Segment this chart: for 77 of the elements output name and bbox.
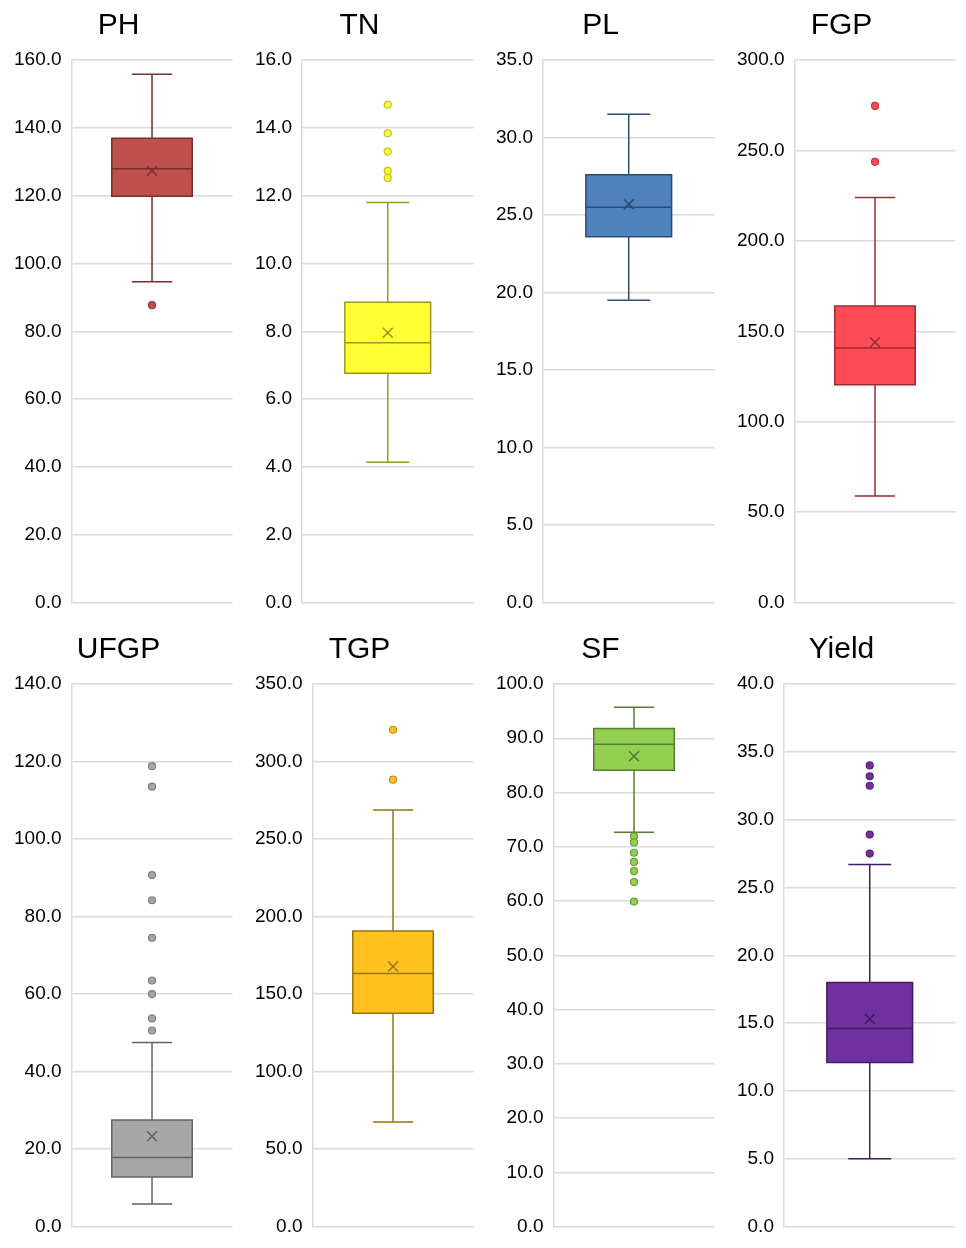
y-tick-label: 50.0	[265, 1137, 303, 1159]
y-tick-label: 14.0	[255, 116, 292, 138]
y-tick-label: 10.0	[737, 1079, 774, 1101]
chart-title: TGP	[328, 631, 391, 665]
y-tick-label: 20.0	[737, 943, 774, 965]
y-tick-label: 15.0	[496, 358, 533, 380]
y-tick-label: 100.0	[496, 672, 544, 694]
y-tick-label: 0.0	[276, 1214, 303, 1236]
chart-title: FGP	[810, 7, 873, 41]
y-tick-label: 150.0	[737, 319, 785, 341]
y-tick-label: 140.0	[14, 672, 62, 694]
y-tick-label: 120.0	[14, 749, 62, 771]
y-tick-label: 20.0	[24, 1137, 62, 1159]
y-tick-label: 0.0	[758, 590, 785, 612]
chart-title: Yield	[808, 631, 875, 665]
y-tick-label: 50.0	[506, 943, 544, 965]
y-tick-label: 20.0	[506, 1106, 544, 1128]
y-tick-label: 200.0	[737, 229, 785, 251]
y-tick-label: 25.0	[496, 203, 533, 225]
y-tick-label: 350.0	[255, 672, 303, 694]
y-tick-label: 250.0	[255, 827, 303, 849]
y-tick-label: 15.0	[737, 1011, 774, 1033]
y-tick-label: 40.0	[24, 1059, 62, 1081]
y-tick-label: 10.0	[506, 1160, 544, 1182]
y-tick-label: 90.0	[506, 726, 544, 748]
y-tick-label: 30.0	[506, 1052, 544, 1074]
y-tick-label: 0.0	[35, 1214, 62, 1236]
y-tick-label: 250.0	[737, 138, 785, 160]
y-tick-label: 60.0	[506, 889, 544, 911]
chart-title: TN	[339, 7, 380, 41]
y-tick-label: 0.0	[517, 1214, 544, 1236]
y-tick-label: 80.0	[24, 904, 62, 926]
y-tick-label: 35.0	[496, 48, 533, 70]
y-tick-label: 150.0	[255, 982, 303, 1004]
y-tick-label: 10.0	[255, 251, 292, 273]
y-tick-label: 50.0	[747, 500, 785, 522]
y-tick-label: 0.0	[506, 590, 533, 612]
y-tick-label: 12.0	[255, 183, 292, 205]
y-tick-label: 40.0	[737, 672, 774, 694]
y-tick-label: 30.0	[496, 125, 533, 147]
y-tick-label: 300.0	[255, 749, 303, 771]
y-tick-label: 20.0	[24, 523, 62, 545]
y-tick-label: 100.0	[255, 1059, 303, 1081]
y-tick-label: 0.0	[35, 590, 62, 612]
y-tick-label: 80.0	[506, 780, 544, 802]
y-tick-label: 160.0	[14, 48, 62, 70]
y-tick-label: 2.0	[265, 523, 292, 545]
y-tick-label: 35.0	[737, 740, 774, 762]
y-tick-label: 0.0	[265, 590, 292, 612]
y-tick-label: 4.0	[265, 455, 292, 477]
y-tick-label: 0.0	[747, 1214, 774, 1236]
y-tick-label: 10.0	[496, 435, 533, 457]
y-tick-label: 120.0	[14, 183, 62, 205]
y-tick-label: 5.0	[747, 1147, 774, 1169]
y-tick-label: 16.0	[255, 48, 292, 70]
y-tick-label: 25.0	[737, 875, 774, 897]
y-tick-label: 20.0	[496, 280, 533, 302]
y-tick-label: 100.0	[14, 827, 62, 849]
chart-title: PL	[582, 7, 619, 41]
y-tick-label: 60.0	[24, 387, 62, 409]
y-tick-label: 100.0	[737, 409, 785, 431]
y-tick-label: 140.0	[14, 116, 62, 138]
y-tick-label: 300.0	[737, 48, 785, 70]
y-tick-label: 40.0	[506, 997, 544, 1019]
y-tick-label: 70.0	[506, 835, 544, 857]
y-tick-label: 6.0	[265, 387, 292, 409]
chart-title: SF	[581, 631, 620, 665]
chart-title: UFGP	[76, 631, 161, 665]
y-tick-label: 30.0	[737, 807, 774, 829]
chart-title: PH	[97, 7, 140, 41]
y-tick-label: 200.0	[255, 904, 303, 926]
y-tick-label: 8.0	[265, 319, 292, 341]
y-tick-label: 5.0	[506, 513, 533, 535]
y-tick-label: 40.0	[24, 455, 62, 477]
y-tick-label: 80.0	[24, 319, 62, 341]
y-tick-label: 100.0	[14, 251, 62, 273]
y-tick-label: 60.0	[24, 982, 62, 1004]
